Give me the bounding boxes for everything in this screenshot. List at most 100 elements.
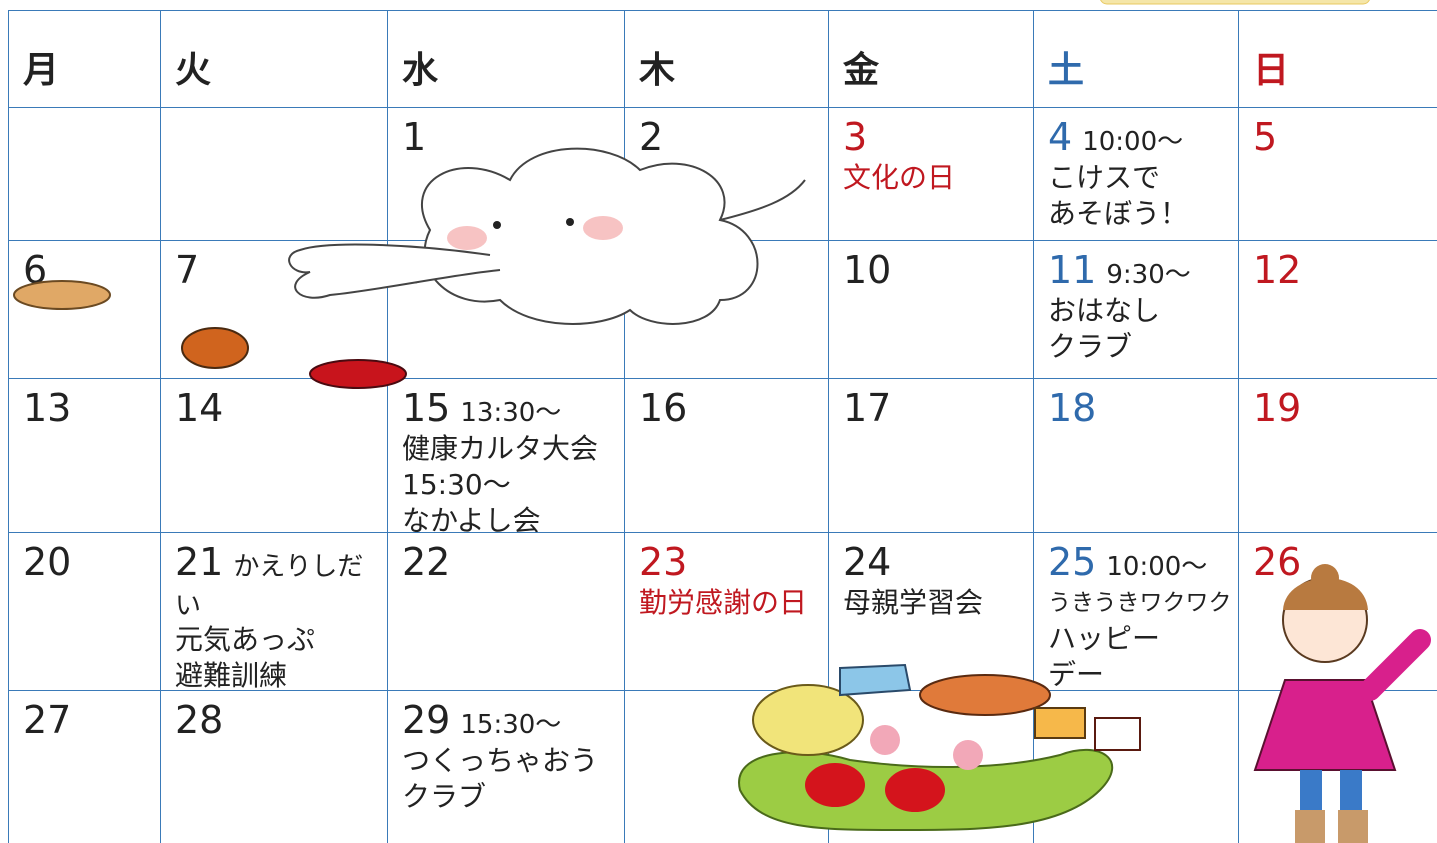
day-cell: [8, 107, 160, 240]
event-text: つくっちゃおう: [402, 744, 599, 777]
day-cell: 11 9:30〜 おはなし クラブ: [1033, 240, 1238, 378]
day-header: 7: [175, 247, 387, 293]
event-text: 元気あっぷ: [175, 623, 316, 656]
day-number: 25: [1048, 540, 1097, 584]
day-header: 3: [843, 114, 1033, 160]
day-cell: [1238, 690, 1437, 843]
event-time: 15:30〜: [460, 710, 562, 740]
event-text: 勤労感謝の日: [639, 586, 808, 619]
day-number: 26: [1253, 540, 1302, 584]
day-header: 28: [175, 697, 387, 743]
event-time: 10:00〜: [1082, 127, 1184, 157]
day-header: 11 9:30〜: [1048, 247, 1238, 293]
weekday-header: 火: [160, 10, 387, 107]
day-number: 28: [175, 698, 224, 742]
day-cell: 27: [8, 690, 160, 843]
day-cell: 14: [160, 378, 387, 532]
day-cell: [624, 240, 828, 378]
event-text: あそぼう！: [1048, 197, 1189, 230]
event-time: 9:30〜: [1106, 260, 1191, 290]
day-number: 12: [1253, 248, 1302, 292]
day-cell: 19: [1238, 378, 1437, 532]
weekday-header: 土: [1033, 10, 1238, 107]
event-time: 13:30〜: [460, 398, 562, 428]
day-cell: 26: [1238, 532, 1437, 690]
day-header: 6: [23, 247, 160, 293]
day-cell: 23 勤労感謝の日: [624, 532, 828, 690]
day-header: 1: [402, 114, 624, 160]
day-number: 1: [402, 115, 427, 159]
event-time: 10:00〜: [1106, 552, 1208, 582]
day-header: 20: [23, 539, 160, 585]
day-cell: 29 15:30〜 つくっちゃおう クラブ: [387, 690, 624, 843]
day-number: 23: [639, 540, 688, 584]
day-header: 19: [1253, 385, 1437, 431]
event-text: うきうきワクワク: [1048, 590, 1232, 616]
day-cell: 18: [1033, 378, 1238, 532]
day-header: 2: [639, 114, 828, 160]
day-cell: 2: [624, 107, 828, 240]
day-number: 18: [1048, 386, 1097, 430]
day-header: 25 10:00〜: [1048, 539, 1238, 585]
day-cell: 1: [387, 107, 624, 240]
day-cell: 16: [624, 378, 828, 532]
weekday-header: 金: [828, 10, 1033, 107]
day-cell: [828, 690, 1033, 843]
day-cell: 3 文化の日: [828, 107, 1033, 240]
day-header: 27: [23, 697, 160, 743]
day-header: 21 かえりしだい: [175, 539, 387, 622]
day-cell: 24 母親学習会: [828, 532, 1033, 690]
day-cell: 25 10:00〜 うきうきワクワク ハッピー デー: [1033, 532, 1238, 691]
day-number: 5: [1253, 115, 1278, 159]
day-header: 12: [1253, 247, 1437, 293]
day-cell: 5: [1238, 107, 1437, 240]
day-header: 26: [1253, 539, 1437, 585]
day-number: 13: [23, 386, 72, 430]
day-cell: 17: [828, 378, 1033, 532]
day-number: 21: [175, 540, 224, 584]
event-text: 避難訓練: [175, 659, 288, 692]
day-header: 16: [639, 385, 828, 431]
day-cell: 6: [8, 240, 160, 378]
day-number: 22: [402, 540, 451, 584]
day-number: 11: [1048, 248, 1097, 292]
event-text: こけスで: [1048, 161, 1161, 194]
day-number: 27: [23, 698, 72, 742]
day-header: 8: [402, 247, 624, 293]
event-time: かえりしだい: [175, 552, 364, 621]
event-text: 15:30〜: [402, 468, 511, 501]
day-cell: 10: [828, 240, 1033, 378]
day-cell: [1033, 690, 1238, 843]
day-number: 15: [402, 386, 451, 430]
day-header: 13: [23, 385, 160, 431]
day-header: 24: [843, 539, 1033, 585]
day-cell: 28: [160, 690, 387, 843]
day-number: 14: [175, 386, 224, 430]
day-header: 14: [175, 385, 387, 431]
day-header: 23: [639, 539, 828, 585]
day-number: 2: [639, 115, 664, 159]
day-header: 5: [1253, 114, 1437, 160]
day-number: 20: [23, 540, 72, 584]
day-cell: 22: [387, 532, 624, 690]
day-cell: [160, 107, 387, 240]
day-number: 4: [1048, 115, 1073, 159]
day-cell: 21 かえりしだい 元気あっぷ 避難訓練: [160, 532, 387, 692]
day-cell: 13: [8, 378, 160, 532]
day-header: 17: [843, 385, 1033, 431]
day-cell: 20: [8, 532, 160, 690]
day-cell: [624, 690, 828, 843]
event-text: 文化の日: [843, 161, 956, 194]
event-text: 健康カルタ大会: [402, 432, 599, 465]
day-number: 17: [843, 386, 892, 430]
weekday-header: 月: [8, 10, 160, 107]
day-header: 4 10:00〜: [1048, 114, 1238, 160]
day-number: 7: [175, 248, 200, 292]
event-text: クラブ: [402, 780, 487, 813]
day-header: 22: [402, 539, 624, 585]
day-header: 29 15:30〜: [402, 697, 624, 743]
day-number: 24: [843, 540, 892, 584]
day-number: 16: [639, 386, 688, 430]
